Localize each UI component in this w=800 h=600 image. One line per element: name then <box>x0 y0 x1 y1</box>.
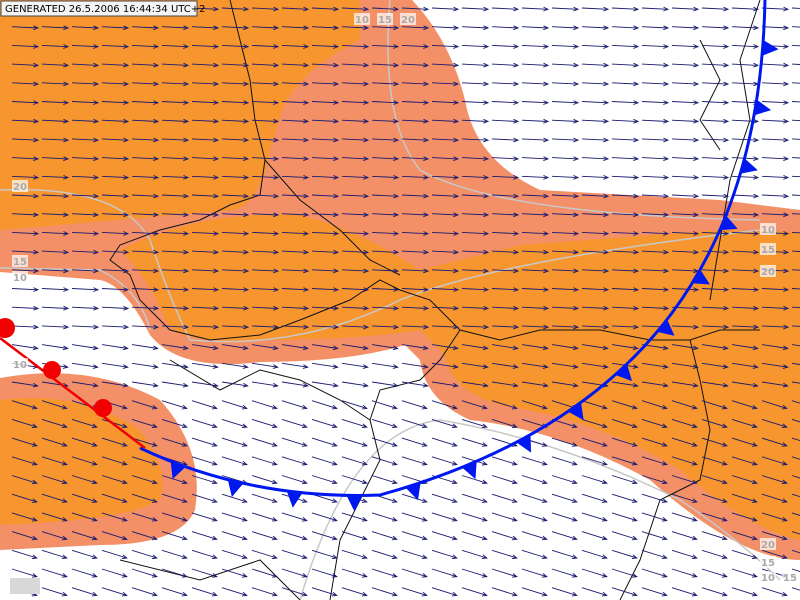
contour-label: 15 <box>761 558 775 569</box>
contour-label-box <box>12 255 28 267</box>
contour-labels: 10 15 20 20 15 10 10 10 15 20 20 15 10 15 <box>12 13 798 584</box>
contour-label-box <box>760 571 776 583</box>
contour-label: 10 <box>355 15 369 26</box>
contour-label: 10 <box>13 360 27 371</box>
warm-front-symbol <box>0 318 15 338</box>
fronts <box>0 0 779 512</box>
contour-label: 20 <box>401 15 415 26</box>
contour-label-box <box>400 13 416 25</box>
humidity-areas <box>0 0 800 560</box>
cold-front-symbol <box>170 461 186 480</box>
contour-label-box <box>12 271 28 283</box>
header-box <box>0 0 198 17</box>
cold-front-symbol <box>761 39 779 56</box>
generated-text: GENERATED 26.5.2006 16:44:34 UTC+2 <box>5 4 206 15</box>
contour-label-box <box>377 13 393 25</box>
contour-label: 10 <box>761 573 775 584</box>
contour-label-box <box>760 538 776 550</box>
border <box>619 339 711 600</box>
borders <box>109 0 761 600</box>
contour-label: 10 <box>761 225 775 236</box>
contour-label: 15 <box>378 15 392 26</box>
inner-area <box>120 214 800 540</box>
contour-label: 20 <box>761 540 775 551</box>
inner-area <box>0 0 360 230</box>
contour-label-box <box>782 571 798 583</box>
cold-front-symbol <box>719 215 738 231</box>
contour-label: 20 <box>761 267 775 278</box>
cold-front-symbol <box>461 461 477 480</box>
cold-front-symbol <box>516 434 532 453</box>
cold-front-symbol <box>692 269 710 285</box>
cold-front-symbol <box>346 495 363 512</box>
contour-label: 15 <box>761 245 775 256</box>
cold-front-symbol <box>754 99 772 116</box>
warm-front-symbol <box>43 361 61 379</box>
cold-front-symbol <box>567 402 584 421</box>
border <box>709 0 761 301</box>
contour-label-box <box>12 358 28 370</box>
contour-label: 15 <box>13 257 27 268</box>
isoline <box>0 267 151 331</box>
logo <box>10 578 40 594</box>
contour-label: 10 <box>13 273 27 284</box>
contour-label-box <box>760 243 776 255</box>
contour-label-box <box>760 556 776 568</box>
border <box>119 559 301 600</box>
warm-front-symbol <box>94 399 112 417</box>
border <box>264 159 401 276</box>
contour-label: 15 <box>783 573 797 584</box>
cold-front-symbol <box>740 158 758 174</box>
warm-front <box>0 337 146 449</box>
contour-label-box <box>760 265 776 277</box>
contour-label-box <box>760 223 776 235</box>
cold-front-symbol <box>227 479 244 498</box>
contour-label-box <box>354 13 370 25</box>
border <box>699 39 721 151</box>
contour-label-box <box>12 180 28 192</box>
cold-front-symbol <box>657 319 675 336</box>
border <box>109 0 760 341</box>
cold-front-symbol <box>615 363 632 382</box>
cold-front-symbol <box>405 482 421 501</box>
logo-mark <box>10 578 40 594</box>
contour-label: 20 <box>13 182 27 193</box>
cold-front-symbol <box>286 490 303 508</box>
